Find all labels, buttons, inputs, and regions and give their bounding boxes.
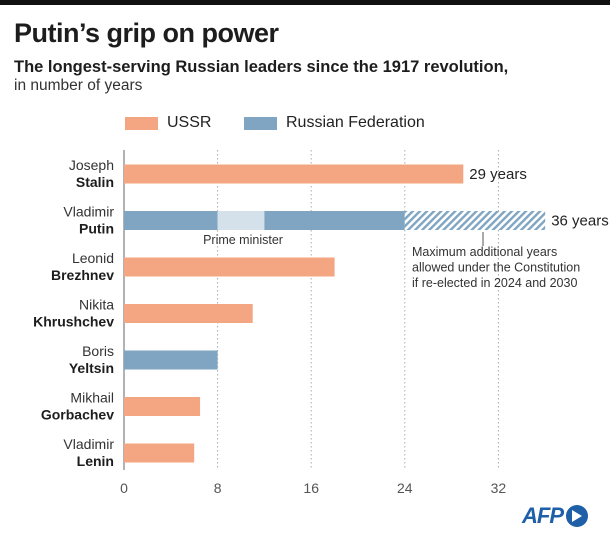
leader-first-name: Mikhail bbox=[70, 390, 114, 406]
leader-last-name: Brezhnev bbox=[51, 267, 114, 283]
top-bar bbox=[0, 0, 610, 5]
chart-subtitle-units: in number of years bbox=[14, 77, 143, 94]
bar-gorbachev-ussr bbox=[124, 397, 201, 416]
leader-last-name: Yeltsin bbox=[69, 360, 114, 376]
annotation-max-line: if re-elected in 2024 and 2030 bbox=[412, 276, 577, 290]
bar-putin-pm bbox=[217, 211, 265, 230]
leader-last-name: Putin bbox=[79, 221, 114, 237]
leader-last-name: Stalin bbox=[76, 174, 114, 190]
bar-lenin-ussr bbox=[124, 443, 195, 463]
leader-first-name: Nikita bbox=[79, 297, 114, 313]
legend-label-rf: Russian Federation bbox=[286, 114, 425, 131]
leader-first-name: Vladimir bbox=[63, 204, 114, 220]
x-tick-label: 8 bbox=[214, 480, 222, 496]
afp-logo-mark-icon bbox=[566, 505, 588, 527]
legend-item-rf: Russian Federation bbox=[244, 113, 425, 133]
leader-first-name: Vladimir bbox=[63, 436, 114, 452]
bar-value-label: 29 years bbox=[469, 166, 527, 183]
bar-value-label: 36 years bbox=[551, 213, 609, 230]
leader-last-name: Lenin bbox=[77, 453, 114, 469]
bar-brezhnev-ussr bbox=[124, 257, 335, 277]
x-tick-label: 32 bbox=[491, 480, 507, 496]
chart-subtitle: The longest-serving Russian leaders sinc… bbox=[14, 58, 509, 76]
bar-khrushchev-ussr bbox=[124, 304, 253, 323]
x-tick-label: 16 bbox=[303, 480, 319, 496]
leader-last-name: Khrushchev bbox=[33, 314, 114, 330]
annotation-prime-minister: Prime minister bbox=[203, 233, 283, 247]
leader-first-name: Leonid bbox=[72, 250, 114, 266]
x-tick-label: 0 bbox=[120, 480, 128, 496]
legend-item-ussr: USSR bbox=[125, 113, 211, 133]
legend-swatch-rf bbox=[244, 116, 277, 130]
afp-logo: AFP bbox=[522, 503, 588, 529]
leader-first-name: Boris bbox=[82, 343, 114, 359]
afp-logo-text: AFP bbox=[522, 503, 564, 528]
legend-swatch-ussr bbox=[125, 116, 158, 130]
bar-yeltsin-rf bbox=[124, 350, 218, 370]
leader-last-name: Gorbachev bbox=[41, 407, 114, 423]
annotation-max-line: Maximum additional years bbox=[412, 245, 557, 259]
leader-first-name: Joseph bbox=[69, 157, 114, 173]
bar-putin-hatched bbox=[404, 211, 546, 230]
bar-putin-rf bbox=[264, 211, 405, 230]
chart-title: Putin’s grip on power bbox=[14, 18, 279, 48]
x-tick-label: 24 bbox=[397, 480, 413, 496]
bar-putin-rf bbox=[124, 211, 218, 230]
bar-stalin-ussr bbox=[124, 164, 464, 184]
annotation-max-line: allowed under the Constitution bbox=[412, 261, 580, 275]
legend-label-ussr: USSR bbox=[167, 114, 212, 131]
